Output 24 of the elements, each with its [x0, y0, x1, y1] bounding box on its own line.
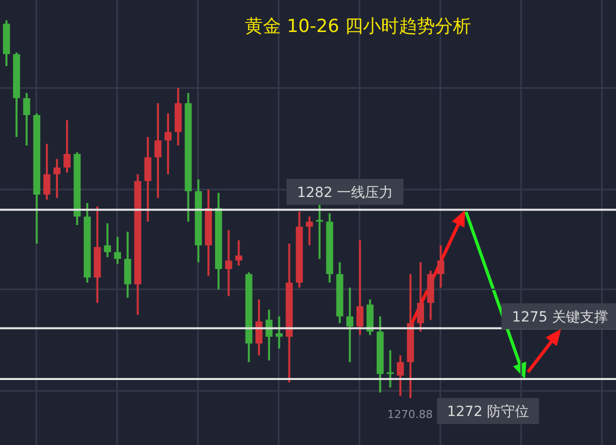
- ref-line-label: 1275 关键支撑: [512, 309, 608, 326]
- candlestick: [114, 236, 122, 265]
- candlestick: [306, 216, 313, 246]
- candlestick: [417, 261, 424, 333]
- candlestick: [255, 298, 262, 356]
- candlestick: [154, 102, 162, 199]
- candlestick: [104, 222, 111, 258]
- candlestick: [356, 239, 364, 336]
- candlestick: [23, 92, 30, 147]
- candlestick: [43, 142, 50, 201]
- text: 黄金 10-26 四小时趋势分析: [244, 15, 472, 38]
- ref-line-label: 1282 一线压力: [296, 184, 394, 201]
- candlestick: [225, 229, 232, 298]
- candlestick: [437, 244, 444, 289]
- candlestick: [396, 354, 404, 397]
- annotation: 1270.88: [387, 408, 433, 421]
- candlestick: [164, 112, 172, 176]
- candlestick: [346, 286, 354, 364]
- candlestick: [53, 158, 60, 199]
- candlestick: [235, 239, 242, 267]
- candlestick: [64, 119, 71, 174]
- ref-line-label: 1272 防守位: [446, 404, 530, 420]
- candlestick: [386, 349, 394, 388]
- candlestick: [144, 136, 152, 223]
